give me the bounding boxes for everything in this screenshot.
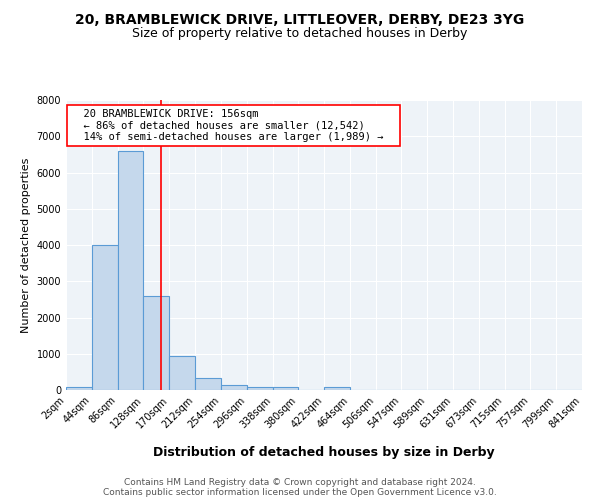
Bar <box>92 245 118 390</box>
Y-axis label: Number of detached properties: Number of detached properties <box>21 158 31 332</box>
Bar <box>221 386 247 390</box>
Bar <box>272 387 298 390</box>
Text: Size of property relative to detached houses in Derby: Size of property relative to detached ho… <box>133 28 467 40</box>
Text: Contains public sector information licensed under the Open Government Licence v3: Contains public sector information licen… <box>103 488 497 497</box>
Text: Contains HM Land Registry data © Crown copyright and database right 2024.: Contains HM Land Registry data © Crown c… <box>124 478 476 487</box>
Text: Distribution of detached houses by size in Derby: Distribution of detached houses by size … <box>153 446 495 459</box>
Bar <box>247 387 272 390</box>
Bar <box>118 151 143 390</box>
Bar <box>325 387 350 390</box>
Bar <box>143 296 169 390</box>
Bar <box>195 378 221 390</box>
Bar <box>66 387 92 390</box>
Text: 20 BRAMBLEWICK DRIVE: 156sqm  
  ← 86% of detached houses are smaller (12,542)  : 20 BRAMBLEWICK DRIVE: 156sqm ← 86% of de… <box>71 108 396 142</box>
Text: 20, BRAMBLEWICK DRIVE, LITTLEOVER, DERBY, DE23 3YG: 20, BRAMBLEWICK DRIVE, LITTLEOVER, DERBY… <box>76 12 524 26</box>
Bar <box>169 356 195 390</box>
